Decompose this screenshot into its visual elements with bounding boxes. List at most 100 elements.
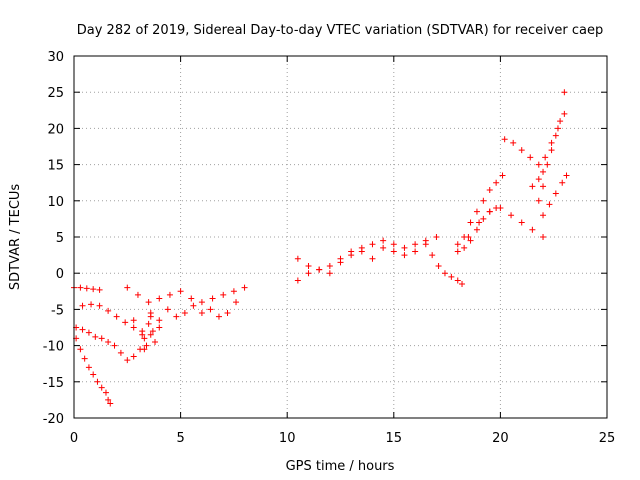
data-point [130, 317, 137, 324]
data-point [412, 248, 419, 255]
y-tick-label: -10 [43, 340, 64, 355]
data-point [316, 266, 323, 273]
series-group [535, 89, 568, 204]
data-point [164, 306, 171, 313]
y-tick-label: 0 [56, 267, 64, 282]
data-point [149, 328, 156, 335]
data-point [173, 313, 180, 320]
data-point [134, 291, 141, 298]
x-tick-label: 5 [176, 431, 184, 446]
y-tick-label: 20 [47, 122, 64, 137]
data-point [518, 219, 525, 226]
data-point [508, 212, 515, 219]
data-point [401, 244, 408, 251]
data-point [198, 310, 205, 317]
data-point [486, 186, 493, 193]
data-point [390, 248, 397, 255]
data-point [535, 176, 542, 183]
data-point [130, 353, 137, 360]
data-point [156, 317, 163, 324]
data-point [85, 364, 92, 371]
data-point [546, 201, 553, 208]
data-point [147, 313, 154, 320]
data-point [305, 262, 312, 269]
data-point [422, 241, 429, 248]
y-tick-label: 30 [47, 50, 64, 65]
data-point [480, 197, 487, 204]
data-point [454, 241, 461, 248]
data-point [117, 349, 124, 356]
series-group [501, 136, 547, 175]
data-point [559, 179, 566, 186]
data-point [510, 139, 517, 146]
data-point [380, 244, 387, 251]
y-tick-label: 15 [47, 159, 64, 174]
x-tick-label: 15 [386, 431, 403, 446]
data-point [540, 183, 547, 190]
data-point [145, 299, 152, 306]
series-group [73, 335, 114, 407]
x-axis-label: GPS time / hours [286, 459, 395, 474]
data-point [143, 342, 150, 349]
data-point [111, 342, 118, 349]
data-point [337, 259, 344, 266]
data-point [454, 277, 461, 284]
y-tick-label: -20 [43, 412, 64, 427]
series-group [141, 313, 163, 353]
data-point [107, 400, 114, 407]
data-point [141, 335, 148, 342]
data-point [454, 248, 461, 255]
data-point [79, 302, 86, 309]
data-point [326, 270, 333, 277]
data-point [147, 331, 154, 338]
series-group [130, 299, 240, 335]
data-point [98, 335, 105, 342]
data-point [156, 324, 163, 331]
data-point [535, 197, 542, 204]
data-point [476, 219, 483, 226]
data-point [207, 306, 214, 313]
data-point [77, 346, 84, 353]
data-point [294, 255, 301, 262]
data-point [81, 355, 88, 362]
data-point [152, 338, 159, 345]
y-tick-label: 10 [47, 195, 64, 210]
data-point [459, 281, 466, 288]
data-point [548, 147, 555, 154]
y-tick-label: -5 [51, 303, 64, 318]
data-point [561, 89, 568, 96]
data-point [79, 326, 86, 333]
data-point [326, 262, 333, 269]
data-point [92, 333, 99, 340]
data-point [467, 237, 474, 244]
axis-ticks: 0 5 10 15 20 25 -20 -15 -10 -5 0 5 10 15 20 25 30 [43, 50, 616, 446]
data-point [499, 172, 506, 179]
data-point [94, 378, 101, 385]
data-point [548, 139, 555, 146]
series-group [454, 205, 500, 255]
data-point [473, 208, 480, 215]
data-point [435, 262, 442, 269]
data-point [90, 371, 97, 378]
data-point [461, 244, 468, 251]
data-point [429, 252, 436, 259]
y-tick-label: 25 [47, 86, 64, 101]
data-point [166, 291, 173, 298]
data-point [230, 288, 237, 295]
data-point [493, 205, 500, 212]
x-tick-label: 10 [279, 431, 296, 446]
data-point [77, 284, 84, 291]
y-axis-label: SDTVAR / TECUs [8, 184, 23, 291]
data-point [156, 295, 163, 302]
series-group [422, 241, 466, 288]
data-point [448, 273, 455, 280]
data-point [501, 136, 508, 143]
grid-lines [74, 56, 607, 418]
data-point [348, 252, 355, 259]
y-tick-label: -15 [43, 376, 64, 391]
data-point [544, 161, 551, 168]
data-point [215, 313, 222, 320]
data-point [145, 320, 152, 327]
